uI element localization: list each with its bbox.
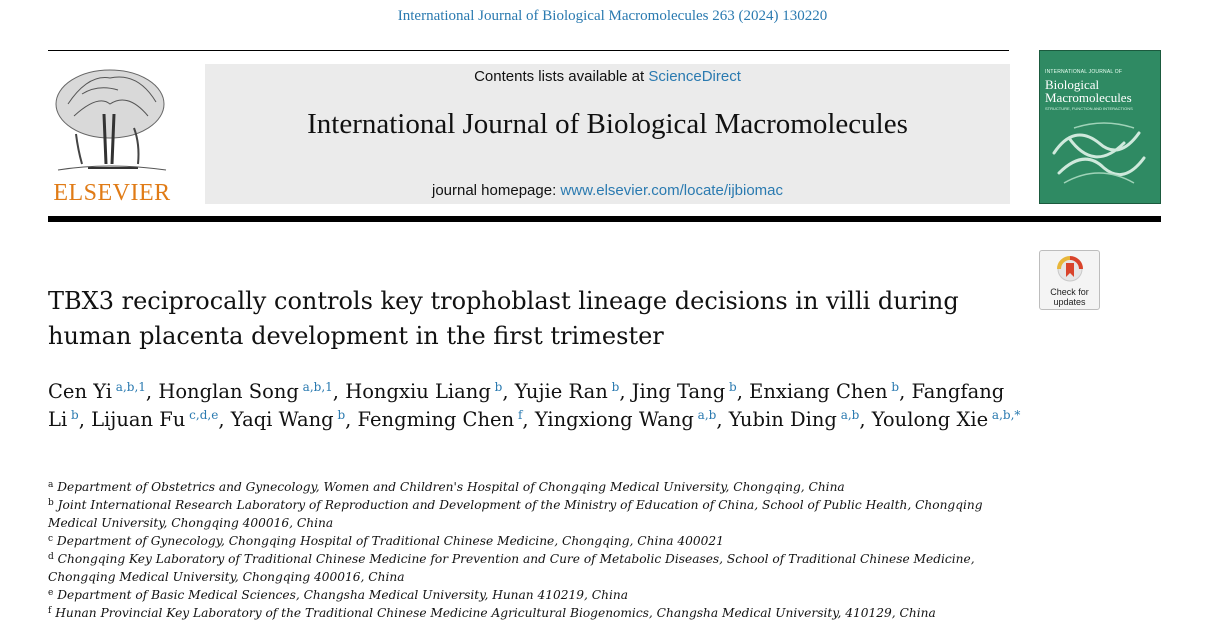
author-affiliation-marker[interactable]: b xyxy=(607,380,620,394)
check-label-line2: updates xyxy=(1053,297,1086,307)
author-separator: , xyxy=(345,408,358,431)
journal-homepage-link[interactable]: www.elsevier.com/locate/ijbiomac xyxy=(560,182,784,199)
author-separator: , xyxy=(78,408,92,431)
check-label-line1: Check for xyxy=(1050,287,1089,297)
author-name[interactable]: Yingxiong Wang xyxy=(534,408,694,431)
author-affiliation-marker[interactable]: c,d,e xyxy=(185,408,219,422)
author-name[interactable]: Yaqi Wang xyxy=(230,408,334,431)
sciencedirect-link[interactable]: ScienceDirect xyxy=(648,68,741,85)
journal-title: International Journal of Biological Macr… xyxy=(307,108,908,140)
author-affiliation-marker[interactable]: b xyxy=(67,408,79,422)
affiliation-letter: b xyxy=(48,498,54,508)
author-affiliation-marker[interactable]: a,b,* xyxy=(988,408,1021,422)
affiliation-item: b Joint International Research Laborator… xyxy=(48,496,1028,532)
article-title: TBX3 reciprocally controls key trophobla… xyxy=(48,287,959,350)
publisher-name: ELSEVIER xyxy=(53,180,171,206)
cover-subtitle: STRUCTURE, FUNCTION AND INTERACTIONS xyxy=(1045,106,1133,111)
contents-prefix: Contents lists available at xyxy=(474,68,649,85)
affiliation-text: Department of Obstetrics and Gynecology,… xyxy=(53,480,845,494)
affiliation-text: Department of Gynecology, Chongqing Hosp… xyxy=(53,534,724,548)
affiliation-item: a Department of Obstetrics and Gynecolog… xyxy=(48,478,1028,496)
header-thick-rule xyxy=(48,216,1161,222)
affiliation-letter: d xyxy=(48,552,54,562)
author-separator: , xyxy=(522,408,535,431)
affiliation-item: f Hunan Provincial Key Laboratory of the… xyxy=(48,604,1028,622)
author-separator: , xyxy=(736,380,750,403)
protein-structure-icon xyxy=(1052,122,1146,184)
affiliation-item: d Chongqing Key Laboratory of Traditiona… xyxy=(48,550,1028,586)
author-affiliation-marker[interactable]: b xyxy=(333,408,346,422)
homepage-line: journal homepage: www.elsevier.com/locat… xyxy=(205,182,1010,199)
author-name[interactable]: Fangfang Li xyxy=(48,380,1005,431)
affiliation-letter: a xyxy=(48,480,54,490)
author-affiliation-marker[interactable]: b xyxy=(725,380,737,394)
author-name[interactable]: Youlong Xie xyxy=(871,408,989,431)
check-for-updates-label: Check for updates xyxy=(1040,287,1099,307)
affiliation-text: Department of Basic Medical Sciences, Ch… xyxy=(53,588,628,602)
elsevier-tree-icon xyxy=(55,69,167,171)
author-affiliation-marker[interactable]: b xyxy=(887,380,900,394)
cover-top-text: INTERNATIONAL JOURNAL OF xyxy=(1045,69,1123,75)
author-separator: , xyxy=(145,380,159,403)
author-affiliation-marker[interactable]: a,b xyxy=(836,408,860,422)
author-name[interactable]: Cen Yi xyxy=(48,380,112,403)
journal-cover[interactable]: INTERNATIONAL JOURNAL OF Biological Macr… xyxy=(1039,50,1161,204)
affiliation-item: e Department of Basic Medical Sciences, … xyxy=(48,586,1028,604)
author-list: Cen Yi a,b,1, Honglan Song a,b,1, Hongxi… xyxy=(48,378,1028,434)
author-name[interactable]: Enxiang Chen xyxy=(749,380,888,403)
check-for-updates-icon xyxy=(1057,256,1083,282)
cover-title-line1: Biological xyxy=(1045,77,1100,92)
author-name[interactable]: Fengming Chen xyxy=(357,408,515,431)
affiliation-item: c Department of Gynecology, Chongqing Ho… xyxy=(48,532,1028,550)
affiliation-text: Hunan Provincial Key Laboratory of the T… xyxy=(51,606,936,620)
affiliation-letter: e xyxy=(48,588,54,598)
author-separator: , xyxy=(859,408,872,431)
contents-line: Contents lists available at ScienceDirec… xyxy=(205,68,1010,85)
author-affiliation-marker[interactable]: a,b,1 xyxy=(111,380,146,394)
journal-banner: Contents lists available at ScienceDirec… xyxy=(205,64,1010,204)
affiliation-list: a Department of Obstetrics and Gynecolog… xyxy=(48,478,1028,622)
author-name[interactable]: Yujie Ran xyxy=(514,380,608,403)
author-separator: , xyxy=(899,380,912,403)
homepage-prefix: journal homepage: xyxy=(431,182,561,199)
author-name[interactable]: Jing Tang xyxy=(631,380,726,403)
author-separator: , xyxy=(218,408,231,431)
author-name[interactable]: Hongxiu Liang xyxy=(345,380,491,403)
author-affiliation-marker[interactable]: f xyxy=(514,408,523,422)
affiliation-letter: c xyxy=(48,534,54,544)
cover-title: Biological Macromolecules xyxy=(1045,78,1159,104)
author-affiliation-marker[interactable]: a,b xyxy=(693,408,717,422)
cover-title-line2: Macromolecules xyxy=(1045,90,1132,105)
author-separator: , xyxy=(502,380,515,403)
header-divider xyxy=(48,50,1009,51)
affiliation-text: Chongqing Key Laboratory of Traditional … xyxy=(48,552,975,584)
elsevier-logo[interactable]: ELSEVIER xyxy=(48,64,176,206)
affiliation-letter: f xyxy=(48,606,52,616)
author-name[interactable]: Honglan Song xyxy=(158,380,299,403)
author-separator: , xyxy=(716,408,729,431)
author-name[interactable]: Yubin Ding xyxy=(728,408,837,431)
journal-citation[interactable]: International Journal of Biological Macr… xyxy=(397,8,828,24)
author-affiliation-marker[interactable]: a,b,1 xyxy=(298,380,333,394)
affiliation-text: Joint International Research Laboratory … xyxy=(48,498,983,530)
author-name[interactable]: Lijuan Fu xyxy=(91,408,186,431)
author-separator: , xyxy=(332,380,346,403)
author-affiliation-marker[interactable]: b xyxy=(490,380,503,394)
author-separator: , xyxy=(619,380,632,403)
check-for-updates-button[interactable]: Check for updates xyxy=(1039,250,1100,310)
